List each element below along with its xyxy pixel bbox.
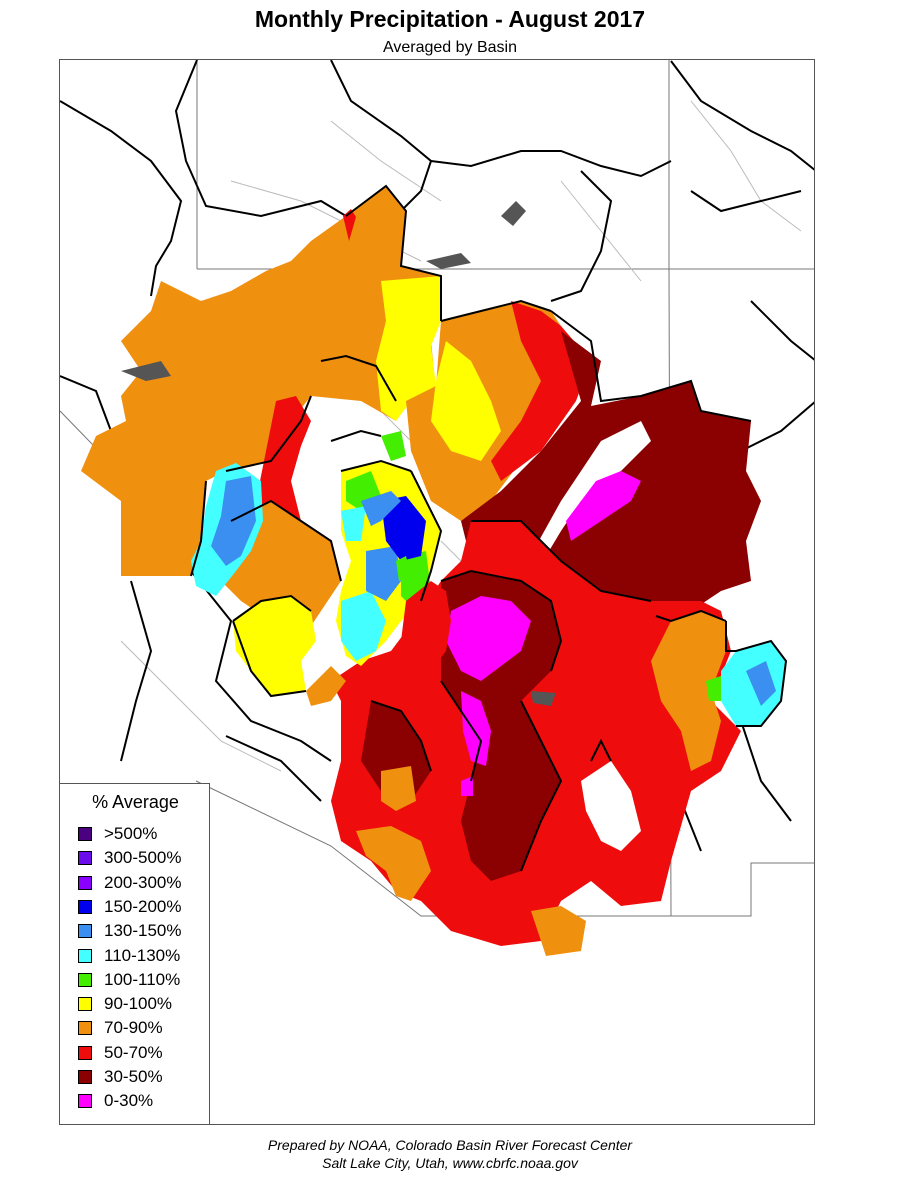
basin-west-orange[interactable] [81,186,441,576]
basin-south-orange-3[interactable] [381,766,416,811]
basin-southeast-orange[interactable] [651,611,726,771]
legend-item: 50-70% [78,1043,163,1063]
legend-label: 90-100% [104,994,173,1014]
basin-map[interactable] [60,60,815,1125]
basin-north-red-tip[interactable] [343,209,356,241]
basin-southwest-darkred[interactable] [361,701,431,801]
legend-swatch [78,948,92,963]
legend-item: 300-500% [78,848,182,868]
legend-swatch [78,924,92,939]
basin-center-blue-2[interactable] [361,491,401,526]
basin-east-magenta[interactable] [566,471,641,541]
legend-label: >500% [104,824,158,843]
inner-basin-boundaries [190,184,788,872]
reservoirs [121,201,556,706]
basin-northeast-yellow[interactable] [431,341,501,461]
legend-item: 130-150% [78,921,182,941]
legend-swatch [78,1045,92,1060]
legend-swatch [78,851,92,866]
basin-north-green[interactable] [381,431,406,461]
basin-center-cyan-2[interactable] [341,591,386,661]
basin-east-blue[interactable] [746,661,776,706]
legend-item: 70-90% [78,1018,163,1038]
legend-swatch [78,827,92,841]
basin-center-cyan-1[interactable] [341,506,366,541]
legend-swatch [78,1094,92,1109]
legend-label: 150-200% [104,896,182,916]
legend-item: 100-110% [78,970,180,990]
basin-south-orange-1[interactable] [356,826,431,901]
legend-swatch [78,1070,92,1084]
map-subtitle: Averaged by Basin [382,39,517,56]
legend-label: 100-110% [104,969,181,989]
basin-south-magenta[interactable] [461,691,491,766]
basin-east-green[interactable] [706,676,721,701]
legend-item: >500% [78,824,157,844]
legend-swatch [78,972,92,987]
basin-south-orange-2[interactable] [531,906,586,956]
map-title: Monthly Precipitation - August 2017 [254,6,646,32]
credit-line-1: Prepared by NOAA, Colorado Basin River F… [267,1137,633,1153]
legend-item: 110-130% [78,946,180,966]
basin-center-red[interactable] [401,581,451,671]
basin-north-yellow[interactable] [376,276,441,421]
basin-southwest-orange[interactable] [306,666,346,706]
basin-center-darkblue[interactable] [381,496,426,561]
legend-swatch [78,875,92,890]
basin-small-magenta[interactable] [461,776,473,796]
legend-item: 90-100% [78,994,172,1014]
lake-southeast [581,761,641,851]
legend-label: 0-30% [104,1091,154,1111]
precipitation-basins[interactable] [81,186,786,956]
credit-line-2: Salt Lake City, Utah, www.cbrfc.noaa.gov [322,1155,578,1171]
outer-basin-boundaries [60,60,814,852]
basin-center-magenta[interactable] [446,596,531,681]
legend-label: 300-500% [104,848,182,868]
basin-southwest-yellow[interactable] [233,596,316,696]
legend-item: 0-30% [78,1091,153,1111]
basin-center-green-3[interactable] [396,556,411,581]
legend-item: 30-50% [78,1067,163,1087]
legend-swatch [78,997,92,1012]
basin-west-blue[interactable] [211,476,256,566]
legend-label: 70-90% [104,1018,163,1038]
legend: % Average >500% 300-500% 200-300% 150-200% 1… [59,783,210,1125]
legend-swatch [78,1021,92,1036]
legend-label: 30-50% [104,1067,163,1086]
legend-swatch [78,899,92,914]
legend-label: 110-130% [104,945,181,965]
basin-center-blue[interactable] [366,546,401,601]
legend-label: 200-300% [104,872,182,892]
legend-label: 50-70% [104,1042,163,1062]
legend-label: 130-150% [104,921,182,941]
legend-title: % Average [92,792,179,812]
legend-item: 150-200% [78,897,182,917]
legend-item: 200-300% [78,873,182,893]
